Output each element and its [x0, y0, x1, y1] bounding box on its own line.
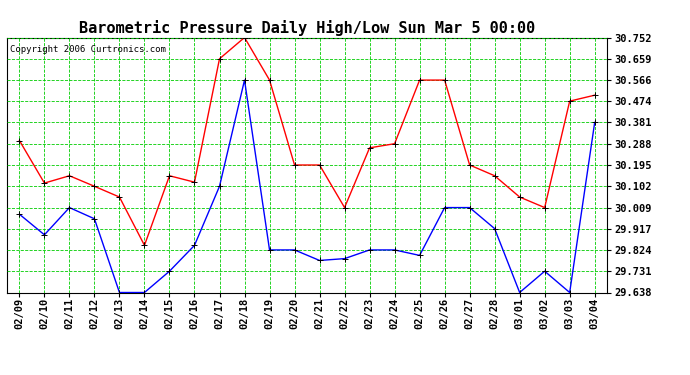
Text: Copyright 2006 Curtronics.com: Copyright 2006 Curtronics.com	[10, 45, 166, 54]
Title: Barometric Pressure Daily High/Low Sun Mar 5 00:00: Barometric Pressure Daily High/Low Sun M…	[79, 20, 535, 36]
